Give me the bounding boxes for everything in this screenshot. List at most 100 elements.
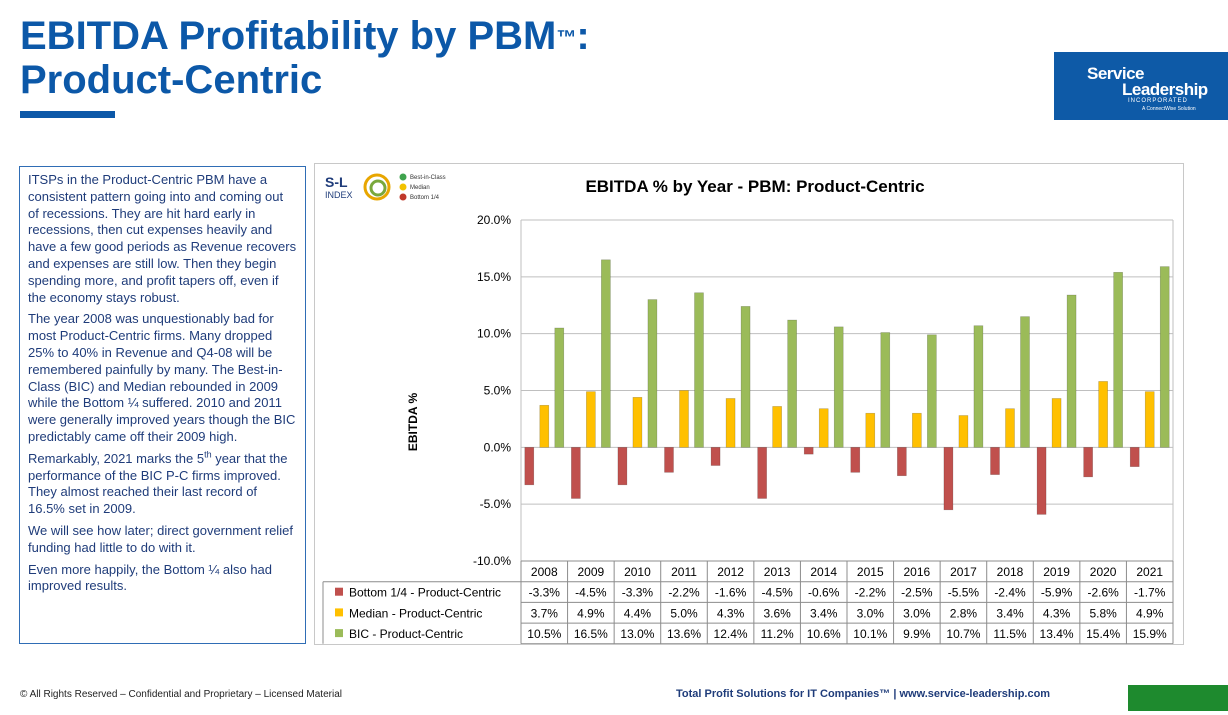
bar-median [586,391,596,448]
y-tick-label: 20.0% [477,213,511,227]
footer-copyright: © All Rights Reserved – Confidential and… [20,689,342,700]
category-label: 2020 [1090,565,1117,579]
bar-bottom-quarter [664,447,674,473]
logo-text-connectwise: A ConnectWise Solution [1142,106,1196,112]
legend-swatch [335,608,343,617]
page-title: EBITDA Profitability by PBM™: Product-Cen… [20,14,590,102]
bar-bic [740,306,751,448]
bar-bic [1020,316,1030,448]
bar-bic [647,299,658,448]
commentary-paragraph-2: The year 2008 was unquestionably bad for… [28,311,296,444]
data-table-value: -5.5% [948,586,980,600]
data-table-value: 5.0% [670,606,698,620]
data-table-value: 2.8% [950,606,978,620]
data-table-value: 11.2% [761,627,794,641]
data-table-value: 16.5% [574,627,608,641]
bar-bic [880,332,891,448]
legend-swatch [335,587,343,596]
bar-bic [694,292,704,448]
bar-median [818,408,829,448]
commentary-paragraph-5: Even more happily, the Bottom ¼ also had… [28,561,273,594]
bar-bic [833,326,844,448]
data-table-value: 10.6% [807,627,841,641]
data-table-value: -5.9% [1041,586,1073,600]
data-table-value: 3.4% [996,606,1024,620]
legend-swatch [335,629,343,638]
category-label: 2010 [624,565,651,579]
bar-median [958,415,969,448]
bar-bic [787,319,797,448]
category-label: 2013 [764,565,791,579]
data-table-value: 13.0% [620,627,654,641]
commentary-paragraph-3: Remarkably, 2021 marks the 5th year that… [28,449,297,518]
data-table-value: 4.9% [1136,606,1164,620]
data-table-value: 13.6% [667,627,701,641]
legend-best-in-class: Best-in-Class [410,175,446,181]
y-tick-label: -10.0% [473,554,511,568]
ordinal-superscript: th [204,449,212,460]
service-leadership-logo: Service Leadership INCORPORATED A Connec… [1054,52,1228,120]
data-table-value: -3.3% [622,586,654,600]
category-label: 2012 [717,565,744,579]
bar-bic [1113,271,1123,448]
data-table-value: -0.6% [808,586,840,600]
bar-bottom-quarter [1036,447,1047,515]
median-dot-icon [399,183,407,191]
data-table-value: 11.5% [993,627,1026,641]
chart-plot-area: 20.0% 15.0% 10.0% 5.0% 0.0% -5.0% -10.0% 2008 20… [322,213,1174,644]
bar-bottom-quarter [710,447,721,466]
title-line1: EBITDA Profitability by PBM [20,14,557,58]
bar-median [772,406,782,448]
bar-median [912,412,922,448]
y-axis-label: EBITDA % [406,393,420,452]
ebitda-bar-chart: S-L INDEX Best-in-Class Median Bottom 1/… [322,173,1174,644]
category-label: 2008 [531,565,558,579]
data-table-value: 15.4% [1086,627,1120,641]
sl-index-swirl-inner-icon [369,179,387,197]
data-table-value: 3.4% [810,606,838,620]
data-table-value: 13.4% [1040,627,1074,641]
bar-median [865,412,876,448]
logo-text-leadership: Leadership [1122,80,1208,99]
commentary-textbox: ITSPs in the Product-Centric PBM have a … [19,166,306,644]
series-name: Median - Product-Centric [349,606,482,620]
category-label: 2011 [671,565,697,579]
bar-bottom-quarter [1083,447,1093,478]
category-label: 2018 [997,565,1024,579]
series-name: BIC - Product-Centric [349,627,463,641]
bar-bottom-quarter [524,447,535,486]
data-table-value: -2.5% [901,586,933,600]
data-table-value: 4.3% [717,606,745,620]
title-line2: Product-Centric [20,58,323,102]
bar-bic [973,325,984,448]
bar-bottom-quarter [897,447,907,477]
data-table-value: 3.7% [531,606,559,620]
data-table-value: 4.9% [577,606,605,620]
bar-median [1144,391,1155,448]
data-table-value: 4.3% [1043,606,1071,620]
data-table-value: 10.5% [527,627,561,641]
bar-bottom-quarter [803,447,814,455]
bar-bic [601,259,611,448]
data-table-value: 5.8% [1089,606,1117,620]
commentary-paragraph-4: We will see how later; direct government… [28,522,293,555]
bottom-quarter-dot-icon [399,193,407,201]
data-table-value: 15.9% [1133,627,1167,641]
category-label: 2021 [1136,565,1163,579]
bar-bottom-quarter [571,447,581,499]
bar-median [679,390,689,448]
data-table-value: 3.6% [763,606,791,620]
bar-bottom-quarter [1129,447,1140,467]
data-table-value: 9.9% [903,627,931,641]
data-table-value: 10.7% [946,627,980,641]
best-in-class-dot-icon [399,173,407,181]
data-table-value: -2.6% [1087,586,1119,600]
title-underline-bar [20,111,115,118]
footer-tagline: Total Profit Solutions for IT Companies™… [676,688,1051,700]
bar-bic [554,327,565,448]
bar-bic [1066,294,1077,448]
data-table-value: -4.5% [761,586,793,600]
ebitda-chart-panel: S-L INDEX Best-in-Class Median Bottom 1/… [314,163,1184,645]
data-table-value: -1.6% [715,586,747,600]
y-tick-label: 0.0% [484,440,512,454]
